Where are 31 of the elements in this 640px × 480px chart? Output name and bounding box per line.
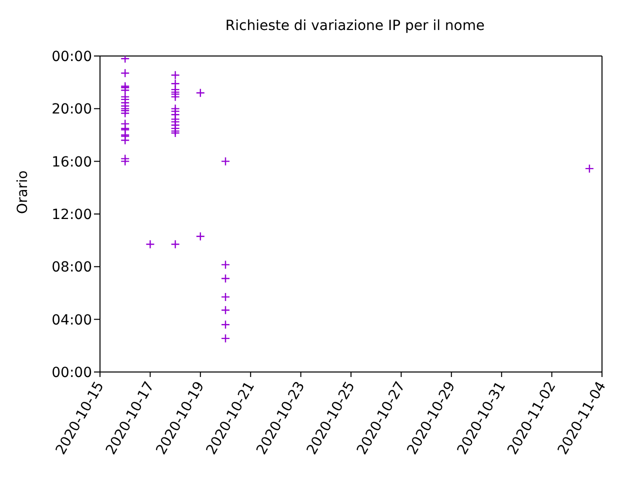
point <box>120 86 130 95</box>
point <box>220 292 230 302</box>
point <box>120 56 130 64</box>
chart-title: Richieste di variazione IP per il nome <box>224 18 486 34</box>
y-tick-label: 12:00 <box>52 206 92 223</box>
point <box>220 306 230 315</box>
y-tick-label: 00:00 <box>52 364 92 381</box>
y-tick-label: 20:00 <box>52 102 92 118</box>
y-tick-label: 08:00 <box>52 260 92 276</box>
point <box>120 156 130 166</box>
point <box>120 108 130 118</box>
point <box>170 240 180 249</box>
y-axis-title: Orario <box>14 170 31 214</box>
point <box>170 70 180 80</box>
point <box>196 88 205 98</box>
point <box>120 136 130 145</box>
y-tick-label: 00:00 <box>52 48 92 65</box>
y-tick-label: 16:00 <box>52 154 92 170</box>
point <box>220 334 230 344</box>
point <box>220 320 230 330</box>
point <box>220 260 230 270</box>
point <box>170 92 180 102</box>
point <box>584 164 594 174</box>
point <box>196 232 205 241</box>
point <box>170 126 180 136</box>
y-tick-label: 04:00 <box>52 312 92 328</box>
point <box>170 79 180 88</box>
point <box>220 156 230 166</box>
point <box>146 240 155 249</box>
point <box>220 274 230 284</box>
point <box>120 68 130 78</box>
